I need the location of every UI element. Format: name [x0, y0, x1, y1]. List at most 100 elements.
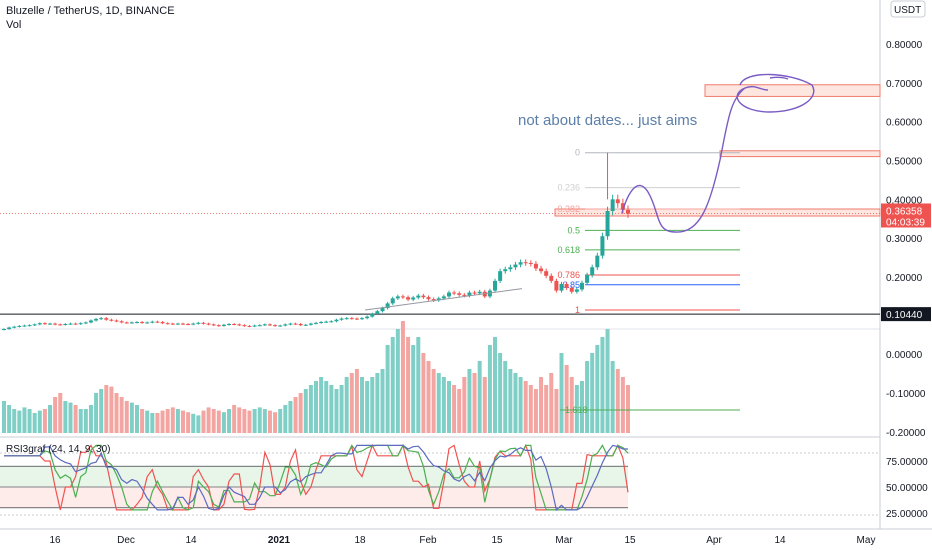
volume-bar [37, 410, 42, 433]
candle [626, 205, 630, 218]
volume-bar [406, 337, 411, 433]
candle [421, 293, 426, 299]
currency-badge[interactable] [890, 0, 926, 18]
volume-bar [88, 405, 93, 433]
fib-label-0-236: 0.236 [557, 183, 580, 193]
candle [278, 324, 283, 327]
fib-label-0-382: 0.382 [557, 204, 580, 214]
volume-bar [400, 321, 405, 433]
price-tick-label: 0.40000 [886, 195, 923, 206]
candle [503, 266, 508, 274]
candle [94, 317, 99, 322]
candle-body [191, 323, 196, 325]
candle-body [206, 323, 211, 325]
candle-body [605, 210, 610, 237]
candle-body [42, 323, 47, 325]
volume-bar [467, 369, 472, 433]
candle-body [452, 292, 457, 294]
volume-bar [324, 381, 329, 433]
time-tick-label: 16 [49, 535, 61, 546]
candle-body [518, 262, 523, 265]
volume-bar [365, 381, 370, 433]
candle [395, 294, 400, 301]
volume-tick-label: 0.00000 [886, 350, 923, 361]
candle-body [503, 269, 508, 272]
volume-bar [590, 353, 595, 433]
candle [344, 317, 349, 320]
time-tick-label: Feb [419, 535, 437, 546]
candle [329, 320, 334, 323]
volume-bar [375, 373, 380, 433]
time-tick-label: May [857, 535, 876, 546]
candle-body [615, 199, 620, 204]
time-tick-label: 14 [774, 535, 786, 546]
volume-bar [344, 377, 349, 433]
candle-body [375, 311, 380, 314]
candle [227, 323, 232, 326]
candle [513, 261, 518, 270]
time-tick-label: Apr [706, 535, 722, 546]
symbol-title[interactable]: Bluzelle / TetherUS, 1D, BINANCE [6, 5, 175, 17]
candle [360, 317, 365, 321]
volume-bar [175, 409, 180, 433]
volume-bar [605, 329, 610, 433]
candle-body [232, 323, 237, 325]
candle-body [416, 295, 421, 298]
candle-body [237, 324, 242, 326]
volume-bar [22, 407, 27, 433]
candle-body [165, 323, 170, 325]
rsi-tick-label: 25.00000 [886, 509, 928, 520]
volume-bar [610, 361, 615, 433]
candle-body [288, 323, 293, 325]
candle-body [129, 322, 134, 324]
volume-bar [620, 377, 625, 433]
volume-bar [303, 389, 308, 433]
volume-bar [288, 401, 293, 433]
candle-body [53, 323, 58, 325]
candle [12, 325, 17, 329]
volume-bar [334, 389, 339, 433]
candle [32, 323, 37, 327]
volume-bar [446, 381, 451, 433]
candle-body [431, 299, 436, 301]
volume-bar [626, 385, 630, 433]
volume-bar [574, 385, 579, 433]
candle [375, 309, 380, 316]
volume-bar [493, 337, 498, 433]
candle-body [498, 271, 503, 281]
candle [37, 322, 42, 326]
volume-bar [145, 410, 150, 433]
candle [196, 321, 201, 325]
candle-body [196, 322, 201, 324]
volume-bar [262, 409, 267, 433]
candle [134, 321, 139, 324]
candle [201, 321, 206, 325]
volume-bar [513, 373, 518, 433]
candle [452, 290, 457, 296]
candle-body [411, 297, 416, 300]
candle [610, 194, 615, 216]
candle-body [227, 323, 232, 325]
candle-body [390, 298, 395, 304]
volume-bar [186, 412, 191, 433]
volume-bar [227, 409, 232, 433]
volume-bar [206, 407, 211, 433]
candle-body [68, 323, 73, 325]
candle-body [436, 298, 441, 301]
candle-body [145, 322, 150, 324]
volume-bar [58, 393, 63, 433]
candle [206, 322, 211, 326]
candle-body [406, 297, 411, 300]
candle-body [109, 319, 114, 321]
candle [590, 264, 595, 278]
candle-body [354, 318, 359, 320]
candle-body [370, 313, 375, 317]
volume-bar [221, 412, 226, 433]
volume-bar [53, 397, 58, 433]
annotation-text[interactable]: not about dates... just aims [518, 112, 697, 129]
volume-bar [308, 385, 313, 433]
volume-bar [119, 397, 124, 433]
volume-bar [242, 409, 247, 433]
candle [73, 322, 78, 325]
